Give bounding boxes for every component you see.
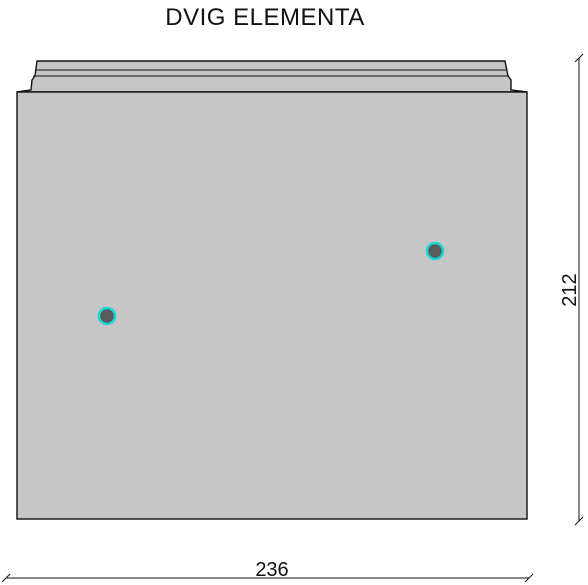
diagram-title: DVIG ELEMENTA bbox=[165, 4, 365, 31]
element-body bbox=[16, 91, 528, 520]
width-dimension-label: 236 bbox=[255, 559, 288, 581]
height-dimension-label: 212 bbox=[559, 273, 581, 306]
anchor-hole-left bbox=[97, 306, 117, 326]
anchor-hole-right bbox=[425, 241, 445, 261]
width-dimension: 236 bbox=[1, 559, 534, 583]
height-dimension: 212 bbox=[559, 53, 584, 526]
